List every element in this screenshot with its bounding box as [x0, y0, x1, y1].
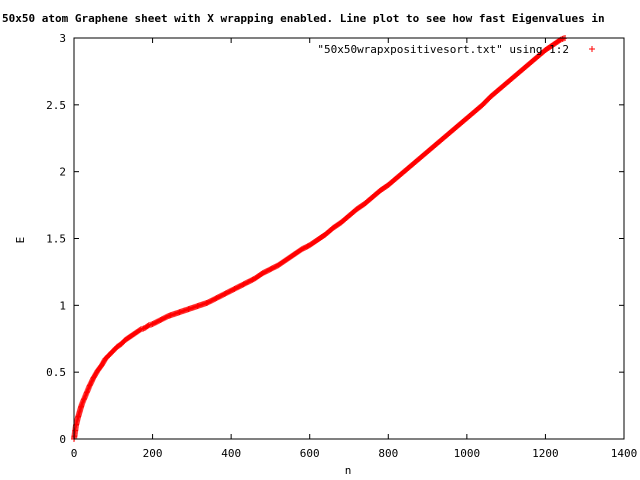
y-tick-label: 1 [59, 299, 66, 312]
x-tick-label: 600 [300, 447, 320, 460]
data-point-fill [249, 276, 256, 283]
y-tick-label: 2.5 [46, 99, 66, 112]
data-point-fill [225, 288, 232, 295]
data-point-fill [233, 284, 240, 291]
data-point-fill [163, 314, 170, 321]
data-point-fill [296, 247, 303, 254]
y-tick-label: 2 [59, 166, 66, 179]
x-tick-label: 1400 [611, 447, 638, 460]
data-point-fill [556, 37, 563, 44]
legend-marker [589, 46, 595, 52]
data-point-fill [257, 271, 264, 278]
legend-label: "50x50wrapxpositivesort.txt" using 1:2 [317, 43, 569, 56]
x-axis-ticks: 0 200 400 600 800 1000 1200 1400 [71, 38, 638, 460]
data-point-fill [89, 376, 96, 383]
plot-frame [73, 37, 625, 440]
data-point-fill [93, 370, 100, 377]
legend: "50x50wrapxpositivesort.txt" using 1:2 [317, 43, 595, 56]
data-point-fill [135, 327, 142, 334]
data-point-fill [143, 323, 150, 330]
x-tick-label: 200 [143, 447, 163, 460]
legend-plus-marker [589, 46, 595, 52]
data-point-fill [210, 296, 217, 303]
data-point-fill [101, 358, 108, 365]
y-axis-ticks: 0 0.5 1 1.5 2 2.5 3 [46, 32, 624, 446]
y-tick-label: 3 [59, 32, 66, 45]
y-tick-label: 0 [59, 433, 66, 446]
data-point-fill [273, 263, 280, 270]
x-tick-label: 800 [378, 447, 398, 460]
data-point-fill [218, 292, 225, 299]
data-point-fill [304, 243, 311, 250]
x-tick-label: 0 [71, 447, 78, 460]
data-series [71, 35, 569, 442]
y-tick-label: 0.5 [46, 366, 66, 379]
y-tick-label: 1.5 [46, 233, 66, 246]
data-point-fill [241, 280, 248, 287]
x-tick-label: 1200 [532, 447, 559, 460]
data-point-fill [485, 95, 492, 102]
data-point-fill [155, 318, 162, 325]
x-tick-label: 1000 [454, 447, 481, 460]
x-tick-label: 400 [221, 447, 241, 460]
x-axis-label: n [345, 464, 352, 477]
y-axis-label: E [14, 237, 27, 244]
chart-title: 50x50 atom Graphene sheet with X wrappin… [2, 12, 605, 25]
data-point-fill [265, 267, 272, 274]
